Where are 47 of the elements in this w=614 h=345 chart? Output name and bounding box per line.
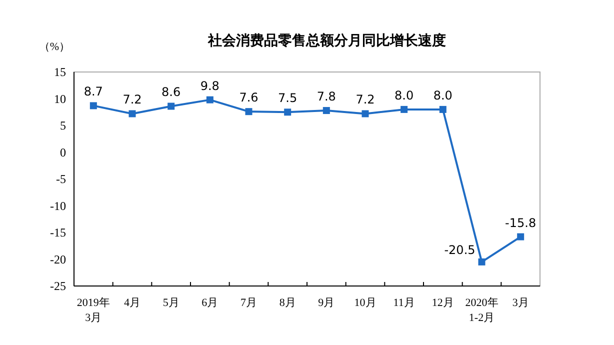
chart-title: 社会消费品零售总额分月同比增长速度 [207, 32, 446, 49]
text: 8.7 [84, 84, 103, 99]
y-tick-label: 15 [54, 65, 66, 80]
x-tick-label: 10月 [354, 297, 376, 309]
point [206, 96, 214, 104]
x-tick-label: 2019年 3月 [76, 297, 110, 324]
text: 8.0 [433, 88, 452, 102]
y-tick-label: 5 [60, 118, 66, 133]
y-tick-label: 0 [60, 145, 66, 160]
x-tick-label: 12月 [432, 297, 454, 309]
point [439, 106, 446, 113]
x-tick-label: 3月 [512, 297, 529, 309]
x-tick-label: 5月 [162, 297, 180, 309]
point [284, 108, 292, 116]
x-tick-label: 8月 [279, 297, 296, 309]
y-axis-title: （%） [38, 41, 70, 53]
text: 9.8 [200, 78, 220, 93]
text: 7.8 [316, 90, 336, 104]
point [517, 233, 524, 240]
y-tick-label: -5 [56, 172, 66, 186]
text: 7.2 [356, 92, 375, 107]
point [90, 102, 97, 110]
x-tick-label: 9月 [318, 297, 335, 309]
point [362, 110, 369, 118]
point [128, 110, 136, 118]
point [478, 258, 486, 266]
x-tick-label: 4月 [124, 297, 140, 309]
y-tick-label: 10 [54, 92, 66, 106]
text: -15.8 [505, 216, 536, 230]
point [400, 106, 408, 113]
text: 7.2 [122, 92, 142, 107]
point [322, 107, 330, 114]
text: 7.5 [278, 91, 298, 106]
text: 7.6 [239, 90, 258, 105]
text: -20.5 [444, 242, 476, 257]
point [168, 102, 175, 110]
y-tick-label: -15 [50, 226, 66, 240]
x-tick-label: 7月 [240, 297, 257, 309]
x-tick-label: 6月 [202, 297, 218, 309]
y-tick-label: -25 [50, 279, 66, 294]
text: 8.6 [162, 85, 181, 100]
y-tick-label: -10 [50, 198, 66, 213]
text: 8.0 [394, 88, 414, 102]
y-tick-label: -20 [50, 252, 66, 266]
x-tick-label: 11月 [393, 297, 415, 309]
x-tick-label: 2020年 1-2月 [465, 297, 498, 324]
point [245, 108, 252, 116]
